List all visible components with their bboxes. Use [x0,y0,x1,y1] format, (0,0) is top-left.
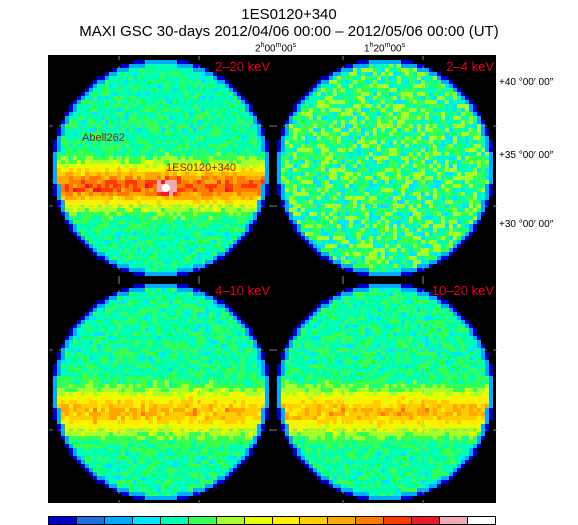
band-label-10-20kev: 10–20 keV [431,283,494,298]
sky-disk-4-10kev [49,280,273,504]
color-scale-step [188,517,217,524]
dec-label-1: +40 °00′ 00″ [499,77,554,88]
band-label-2-20kev: 2–20 keV [215,59,270,74]
color-scale-step [300,517,329,524]
color-scale-step [216,517,245,524]
color-scale-step [328,517,357,524]
sky-disk-2-4kev [273,56,497,280]
color-scale-step [132,517,161,524]
dec-label-2: +35 °00′ 00″ [499,150,554,161]
ra-label-2: 1h20m00s [364,42,406,55]
color-scale-step [384,517,413,524]
source-label-abell262: Abell262 [82,132,125,144]
panel-10-20kev: 10–20 keV [273,280,497,504]
color-scale-step [468,517,495,524]
title-line-2: MAXI GSC 30-days 2012/04/06 00:00 – 2012… [79,23,499,40]
color-scale-step [440,517,469,524]
color-scale-bar [48,516,496,525]
color-scale-step [412,517,441,524]
sky-disk-2-20kev [49,56,273,280]
band-label-4-10kev: 4–10 keV [215,283,270,298]
ra-label-1: 2h00m00s [255,42,297,55]
panel-2-20kev: 2–20 keV Abell262 1ES0120+340 [49,56,273,280]
panel-2-4kev: 2–4 keV [273,56,497,280]
color-scale-step [76,517,105,524]
title-line-1: 1ES0120+340 [241,6,337,23]
source-marker-1es0120 [162,184,170,192]
source-label-1es0120: 1ES0120+340 [166,162,237,174]
panel-4-10kev: 4–10 keV [49,280,273,504]
dec-label-3: +30 °00′ 00″ [499,219,554,230]
band-label-2-4kev: 2–4 keV [446,59,494,74]
sky-map-frame: 2–20 keV Abell262 1ES0120+340 2–4 keV 4–… [48,55,497,504]
color-scale-step [356,517,385,524]
color-scale-step [104,517,133,524]
color-scale-step [49,517,77,524]
color-scale-step [160,517,189,524]
color-scale-step [272,517,301,524]
color-scale-step [244,517,273,524]
sky-disk-10-20kev [273,280,497,504]
